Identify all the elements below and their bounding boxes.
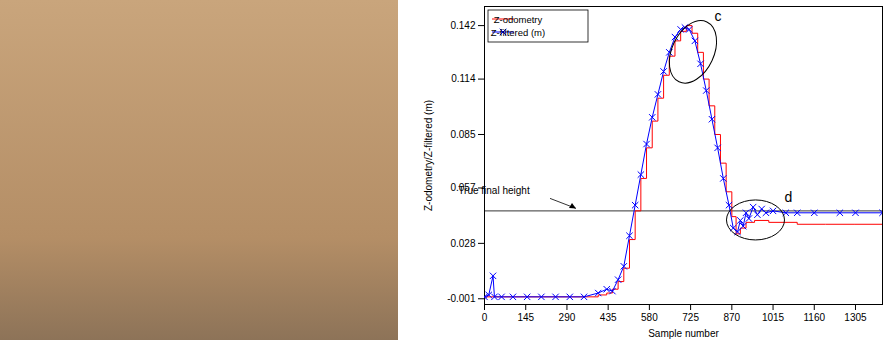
svg-text:580: 580 [641, 312, 658, 323]
svg-text:0.028: 0.028 [450, 238, 475, 249]
svg-text:290: 290 [559, 312, 576, 323]
svg-text:-0.001: -0.001 [447, 293, 476, 304]
svg-text:145: 145 [517, 312, 534, 323]
svg-text:True final height: True final height [458, 185, 530, 196]
svg-text:Z-odometry: Z-odometry [494, 14, 543, 25]
svg-text:435: 435 [600, 312, 617, 323]
svg-text:870: 870 [723, 312, 740, 323]
svg-text:0.142: 0.142 [450, 20, 475, 31]
svg-text:Sample number: Sample number [648, 328, 719, 339]
svg-text:1015: 1015 [762, 312, 785, 323]
svg-text:1305: 1305 [844, 312, 867, 323]
svg-text:Z-filtered (m): Z-filtered (m) [491, 27, 545, 38]
svg-text:0.085: 0.085 [450, 129, 475, 140]
svg-text:c: c [714, 8, 721, 24]
svg-text:0: 0 [482, 312, 488, 323]
svg-text:725: 725 [682, 312, 699, 323]
svg-text:0.114: 0.114 [451, 73, 476, 84]
svg-text:Z-odometry/Z-filtered (m): Z-odometry/Z-filtered (m) [423, 100, 434, 211]
svg-text:1160: 1160 [804, 312, 826, 323]
svg-text:d: d [785, 189, 793, 205]
